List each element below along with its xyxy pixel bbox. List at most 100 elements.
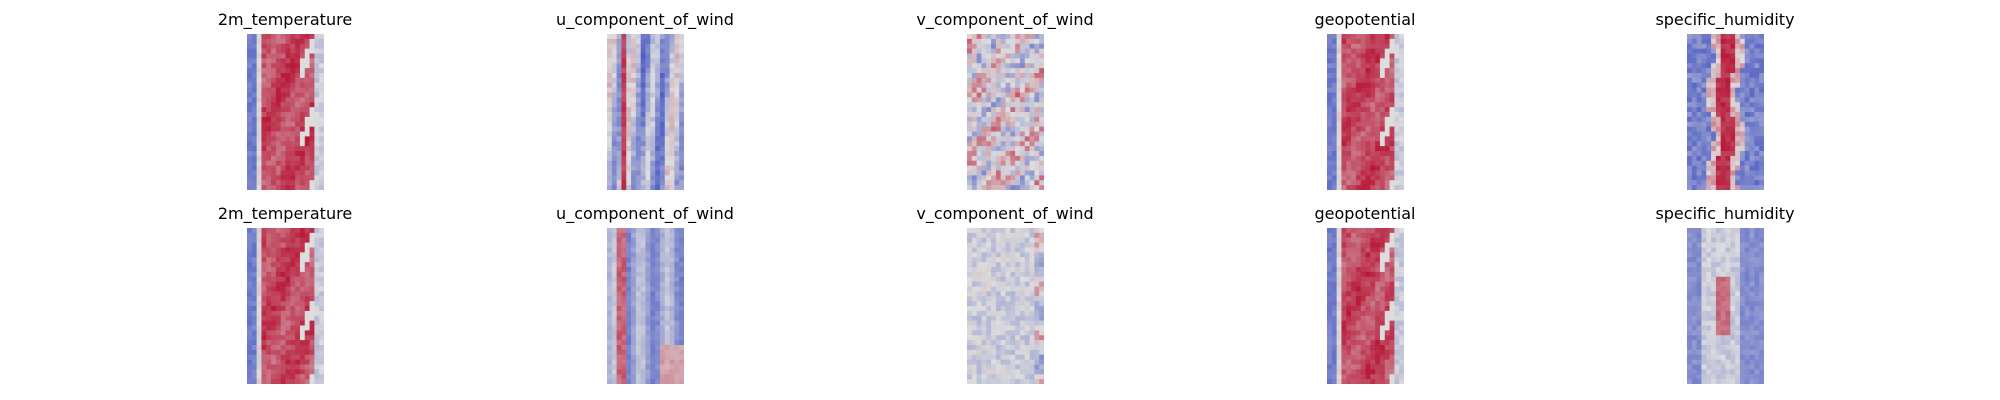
heatmap-cell <box>290 53 296 59</box>
heatmap-cell <box>981 34 987 40</box>
heatmap-cell <box>251 252 258 258</box>
heatmap-cell <box>1375 276 1381 283</box>
heatmap-cell <box>1735 34 1741 40</box>
heatmap-cell <box>275 131 282 137</box>
heatmap-cell <box>247 102 253 108</box>
heatmap-cell <box>1384 315 1390 322</box>
heatmap-cell <box>280 267 286 273</box>
heatmap-cell <box>1744 43 1750 50</box>
heatmap-cell <box>314 43 320 50</box>
heatmap-cell <box>1687 306 1693 312</box>
heatmap-cell <box>251 262 258 268</box>
heatmap-cell <box>626 232 632 239</box>
heatmap-cell <box>976 257 982 263</box>
heatmap-cell <box>1739 102 1746 108</box>
heatmap-cell <box>1034 340 1040 346</box>
heatmap-cell <box>1351 281 1357 287</box>
heatmap-cell <box>664 48 670 54</box>
heatmap-cell <box>1691 306 1698 312</box>
heatmap-cell <box>659 126 666 132</box>
heatmap-cell <box>616 257 622 263</box>
heatmap-cell <box>664 296 670 302</box>
heatmap-cell <box>621 146 627 152</box>
heatmap-cell <box>1384 257 1390 263</box>
heatmap-cell <box>1399 354 1404 361</box>
heatmap-cell <box>1744 281 1750 287</box>
heatmap-cell <box>664 141 670 147</box>
heatmap-cell <box>976 141 982 147</box>
heatmap-cell <box>299 165 306 171</box>
heatmap-cell <box>1725 136 1731 142</box>
heatmap-cell <box>655 141 661 147</box>
heatmap-cell <box>304 325 310 331</box>
heatmap-cell <box>1019 374 1026 380</box>
heatmap-cell <box>256 112 262 118</box>
heatmap-cell <box>299 141 306 147</box>
heatmap-cell <box>650 43 656 50</box>
heatmap-cell <box>981 320 987 326</box>
heatmap-cell <box>995 325 1002 331</box>
heatmap-cell <box>1711 296 1717 302</box>
heatmap-cell <box>1010 374 1016 380</box>
heatmap-cell <box>1336 160 1342 167</box>
heatmap-cell <box>280 185 286 190</box>
heatmap-cell <box>1759 291 1764 297</box>
heatmap-cell <box>1375 160 1381 167</box>
heatmap-cell <box>626 43 632 50</box>
heatmap-cell <box>1399 262 1404 268</box>
heatmap-cell <box>319 180 324 186</box>
heatmap-cell <box>1370 165 1376 171</box>
heatmap-cell <box>1355 136 1362 142</box>
heatmap-cell <box>1327 306 1333 312</box>
heatmap-cell <box>1730 281 1736 287</box>
heatmap-cell <box>251 276 258 283</box>
heatmap-cell <box>1346 237 1352 244</box>
heatmap-cell <box>285 112 291 118</box>
heatmap-cell <box>261 286 267 292</box>
heatmap-cell <box>295 141 301 147</box>
heatmap-cell <box>1360 379 1366 384</box>
heatmap-cell <box>626 315 632 322</box>
heatmap-cell <box>1331 379 1338 384</box>
heatmap-cell <box>247 354 253 361</box>
heatmap-cell <box>1015 335 1021 341</box>
heatmap-cell <box>1720 112 1726 118</box>
heatmap-cell <box>1336 296 1342 302</box>
heatmap-cell <box>616 126 622 132</box>
heatmap-cell <box>247 271 253 278</box>
heatmap-cell <box>976 48 982 54</box>
heatmap-cell <box>275 364 282 370</box>
heatmap-cell <box>314 77 320 84</box>
heatmap-cell <box>635 180 642 186</box>
heatmap-cell <box>967 232 973 239</box>
heatmap-cell <box>659 107 666 113</box>
heatmap-cell <box>981 180 987 186</box>
heatmap-cell <box>1024 271 1030 278</box>
heatmap-cell <box>655 38 661 45</box>
heatmap-cell <box>1024 364 1030 370</box>
heatmap-cell <box>1691 242 1698 248</box>
heatmap-cell <box>1711 82 1717 89</box>
heatmap-cell <box>1331 237 1338 244</box>
heatmap-cell <box>319 107 324 113</box>
heatmap-cell <box>655 107 661 113</box>
heatmap-cell <box>280 58 286 64</box>
heatmap-cell <box>1024 267 1030 273</box>
heatmap-cell <box>1034 53 1040 59</box>
heatmap-cell <box>995 112 1002 118</box>
heatmap-cell <box>650 112 656 118</box>
heatmap-cell <box>1351 262 1357 268</box>
heatmap-cell <box>1355 286 1362 292</box>
heatmap-cell <box>1375 301 1381 307</box>
heatmap-cell <box>650 160 656 167</box>
heatmap-cell <box>1759 126 1764 132</box>
heatmap-cell <box>1701 92 1707 98</box>
heatmap-cell <box>290 77 296 84</box>
heatmap-cell <box>659 267 666 273</box>
heatmap-cell <box>261 345 267 351</box>
heatmap-cell <box>991 126 997 132</box>
heatmap-cell <box>626 262 632 268</box>
heatmap-cell <box>299 131 306 137</box>
heatmap-cell <box>1000 276 1006 283</box>
heatmap-cell <box>275 146 282 152</box>
